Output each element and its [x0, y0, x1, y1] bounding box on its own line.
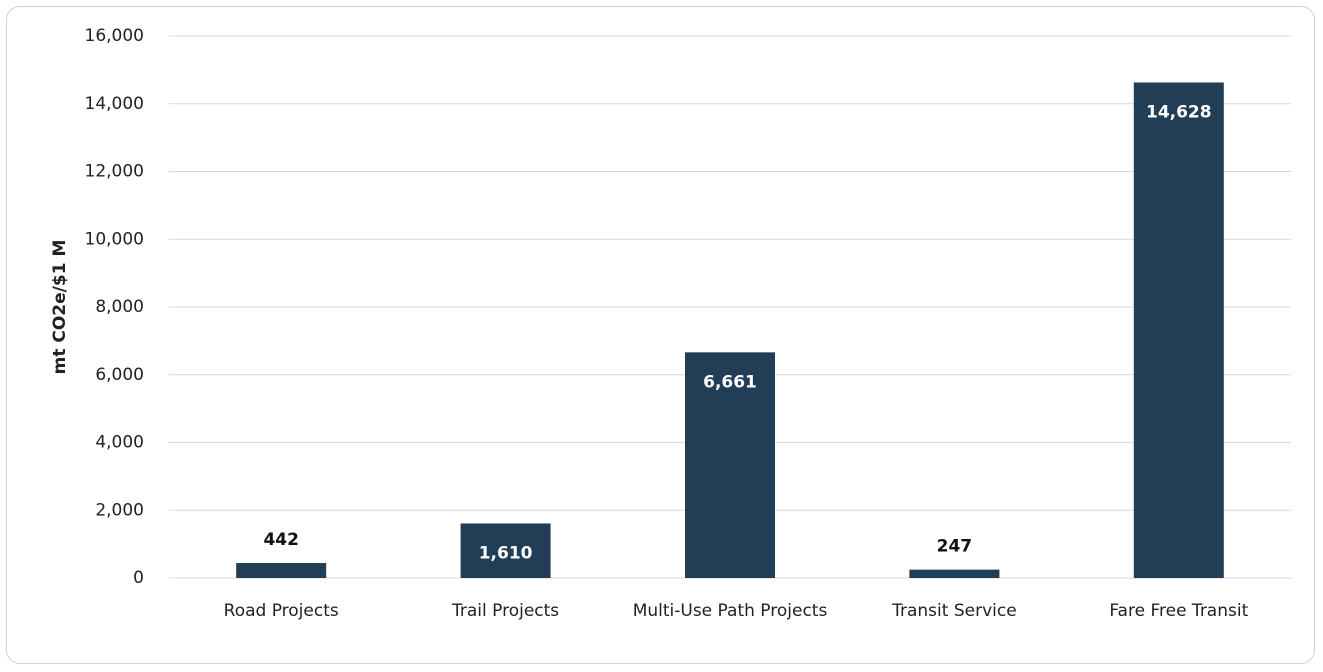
data-label: 14,628 [1146, 102, 1212, 122]
y-tick-label: 14,000 [85, 94, 144, 114]
chart-frame [6, 6, 1315, 664]
y-tick-label: 6,000 [95, 365, 144, 385]
y-tick-label: 10,000 [85, 229, 144, 249]
bar [909, 569, 1000, 578]
x-tick-label: Transit Service [892, 601, 1017, 621]
y-axis-label: mt CO2e/$1 M [50, 240, 70, 375]
x-tick-label: Fare Free Transit [1109, 601, 1249, 621]
y-tick-label: 2,000 [95, 500, 144, 520]
y-tick-label: 4,000 [95, 433, 144, 453]
x-tick-label: Road Projects [223, 601, 339, 621]
y-tick-label: 12,000 [85, 162, 144, 182]
data-label: 6,661 [703, 372, 757, 392]
data-label: 1,610 [479, 543, 533, 563]
bar [236, 563, 327, 578]
y-tick-label: 16,000 [85, 26, 144, 46]
data-label: 247 [937, 537, 973, 557]
y-tick-label: 0 [133, 568, 144, 588]
x-tick-label: Multi-Use Path Projects [632, 601, 828, 621]
x-tick-label: Trail Projects [452, 601, 560, 621]
y-tick-label: 8,000 [95, 297, 144, 317]
bar [685, 352, 775, 578]
data-label: 442 [263, 530, 299, 550]
bar [1133, 82, 1224, 578]
bar [460, 523, 551, 578]
